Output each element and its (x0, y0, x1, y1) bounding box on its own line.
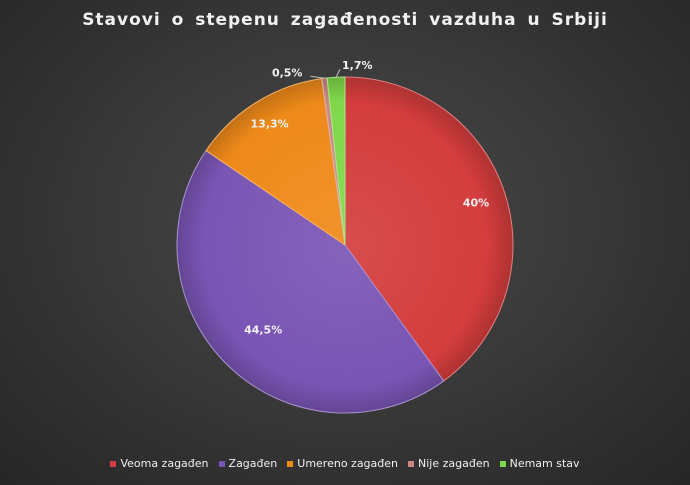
slice-label-3: 0,5% (272, 66, 303, 79)
legend-swatch-0 (110, 460, 117, 467)
slice-label-2: 13,3% (251, 118, 289, 131)
legend-label-3: Nije zagađen (418, 457, 490, 470)
pie-slice-1 (176, 149, 445, 414)
legend-label-2: Umereno zagađen (297, 457, 399, 470)
pie-slice-0 (344, 76, 514, 382)
legend-item-3: Nije zagađen (408, 457, 490, 470)
legend: Veoma zagađen Zagađen Umereno zagađen Nije … (0, 457, 690, 470)
legend-label-4: Nemam stav (509, 457, 580, 470)
chart-title: Stavovi o stepenu zagađenosti vazduha u … (82, 10, 608, 30)
pie-slice-2 (205, 78, 346, 247)
pie-slice-4 (326, 76, 346, 246)
legend-swatch-1 (218, 460, 225, 467)
slice-label-4: 1,7% (342, 59, 373, 72)
legend-swatch-2 (287, 460, 294, 467)
legend-label-1: Zagađen (228, 457, 278, 470)
leader-line-4 (335, 69, 341, 78)
legend-swatch-3 (408, 460, 415, 467)
slice-label-1: 44,5% (244, 323, 282, 336)
legend-item-2: Umereno zagađen (287, 457, 398, 470)
legend-item-4: Nemam stav (499, 457, 580, 470)
legend-swatch-4 (499, 460, 506, 467)
slice-label-0: 40% (463, 196, 489, 209)
legend-label-0: Veoma zagađen (120, 457, 209, 470)
leader-line-3 (310, 75, 325, 79)
legend-item-1: Zagađen (218, 457, 278, 470)
legend-item-0: Veoma zagađen (110, 457, 209, 470)
